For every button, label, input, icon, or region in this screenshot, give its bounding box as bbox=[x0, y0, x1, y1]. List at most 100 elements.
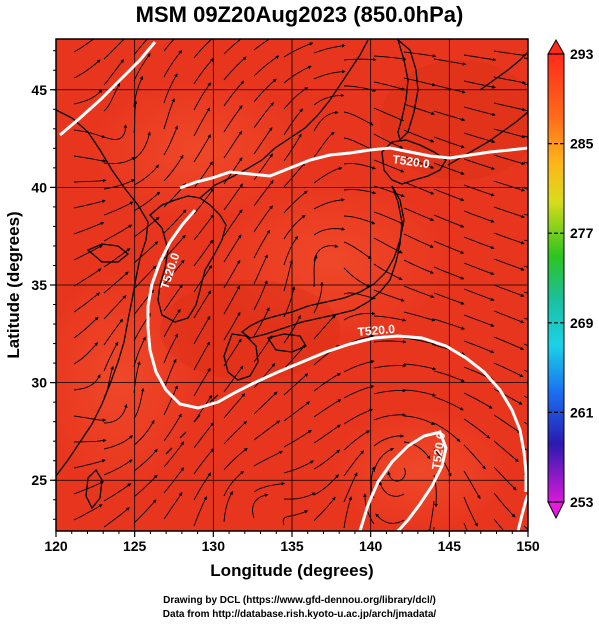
streamline bbox=[373, 263, 403, 280]
streamline bbox=[73, 459, 106, 469]
streamline bbox=[163, 358, 177, 390]
streamline bbox=[163, 413, 182, 442]
streamline bbox=[463, 470, 481, 500]
streamline bbox=[373, 159, 405, 173]
streamline bbox=[133, 336, 146, 368]
streamline bbox=[253, 39, 271, 51]
streamline bbox=[253, 481, 286, 493]
streamline bbox=[493, 284, 525, 297]
streamline bbox=[373, 55, 407, 61]
streamline bbox=[433, 110, 466, 122]
streamline bbox=[463, 418, 491, 439]
streamline bbox=[313, 227, 346, 236]
streamline bbox=[163, 333, 179, 364]
streamline bbox=[163, 308, 181, 338]
streamline bbox=[73, 268, 102, 287]
streamline bbox=[463, 80, 496, 89]
streamline bbox=[403, 181, 435, 195]
streamline bbox=[163, 492, 183, 520]
colorbar-gradient bbox=[547, 53, 565, 503]
streamline bbox=[73, 129, 106, 139]
streamline bbox=[223, 80, 245, 107]
streamline bbox=[133, 191, 161, 212]
streamline bbox=[403, 77, 436, 87]
streamline bbox=[433, 58, 467, 66]
streamline bbox=[313, 131, 335, 158]
streamline bbox=[103, 403, 128, 424]
streamline bbox=[73, 292, 100, 313]
streamline bbox=[282, 510, 309, 526]
streamline bbox=[373, 413, 406, 421]
streamline bbox=[493, 258, 525, 271]
streamline bbox=[313, 314, 336, 340]
streamline bbox=[493, 388, 523, 405]
streamline bbox=[493, 466, 517, 491]
streamline bbox=[193, 496, 207, 527]
streamline bbox=[373, 447, 395, 473]
streamline bbox=[463, 288, 495, 301]
streamline bbox=[223, 259, 241, 289]
streamline bbox=[343, 359, 375, 373]
streamline bbox=[223, 393, 246, 419]
streamline bbox=[73, 89, 103, 105]
contour-label: T520.0 bbox=[392, 152, 431, 171]
streamline bbox=[433, 292, 465, 305]
streamline bbox=[343, 189, 377, 195]
streamline bbox=[103, 271, 129, 294]
streamline bbox=[378, 481, 405, 497]
streamline bbox=[283, 162, 306, 188]
streamline bbox=[343, 472, 358, 503]
streamline bbox=[193, 134, 211, 163]
streamline bbox=[73, 374, 101, 391]
streamline bbox=[283, 235, 299, 266]
streamline bbox=[133, 361, 141, 394]
credit-drawing: Drawing by DCL (https://www.gfd-dennou.o… bbox=[163, 595, 436, 606]
colorbar-tick-label: 269 bbox=[570, 315, 594, 331]
streamline bbox=[493, 518, 505, 531]
streamline bbox=[223, 470, 245, 497]
streamline bbox=[163, 234, 186, 260]
streamline bbox=[403, 103, 435, 115]
streamline bbox=[73, 342, 98, 365]
streamline bbox=[313, 281, 324, 314]
latitude-axis: 25 30 35 40 45 bbox=[31, 50, 56, 520]
streamline bbox=[493, 50, 527, 58]
streamline bbox=[463, 158, 495, 170]
streamline bbox=[193, 58, 214, 85]
streamline bbox=[343, 111, 374, 126]
streamline bbox=[343, 408, 374, 425]
streamline bbox=[313, 399, 342, 418]
streamline bbox=[463, 522, 468, 531]
streamline bbox=[253, 335, 273, 363]
streamline bbox=[463, 210, 495, 223]
streamline bbox=[73, 178, 107, 183]
streamline bbox=[493, 154, 526, 165]
streamline bbox=[252, 493, 269, 519]
streamline bbox=[73, 155, 107, 163]
streamline bbox=[283, 286, 296, 318]
streamline bbox=[433, 162, 465, 175]
streamline bbox=[463, 236, 495, 250]
streamline bbox=[313, 372, 342, 392]
streamline bbox=[223, 234, 242, 263]
streamline bbox=[375, 513, 405, 524]
streamline bbox=[463, 496, 478, 527]
wind-streamlines bbox=[73, 39, 528, 531]
streamline bbox=[433, 214, 465, 228]
map-title: MSM 09Z20Aug2023 (850.0hPa) bbox=[135, 2, 464, 27]
streamline bbox=[193, 214, 214, 241]
streamline bbox=[163, 98, 175, 130]
streamline bbox=[283, 373, 309, 396]
colorbar-lower-arrow bbox=[547, 501, 565, 520]
streamline bbox=[463, 106, 496, 117]
streamline bbox=[193, 39, 213, 59]
streamline bbox=[133, 164, 159, 186]
streamline bbox=[343, 241, 372, 260]
streamline bbox=[373, 133, 404, 149]
streamline bbox=[223, 420, 248, 445]
streamline bbox=[223, 56, 247, 81]
streamline bbox=[373, 363, 407, 369]
streamline bbox=[103, 483, 132, 502]
streamline bbox=[223, 311, 241, 341]
streamline bbox=[313, 166, 343, 184]
